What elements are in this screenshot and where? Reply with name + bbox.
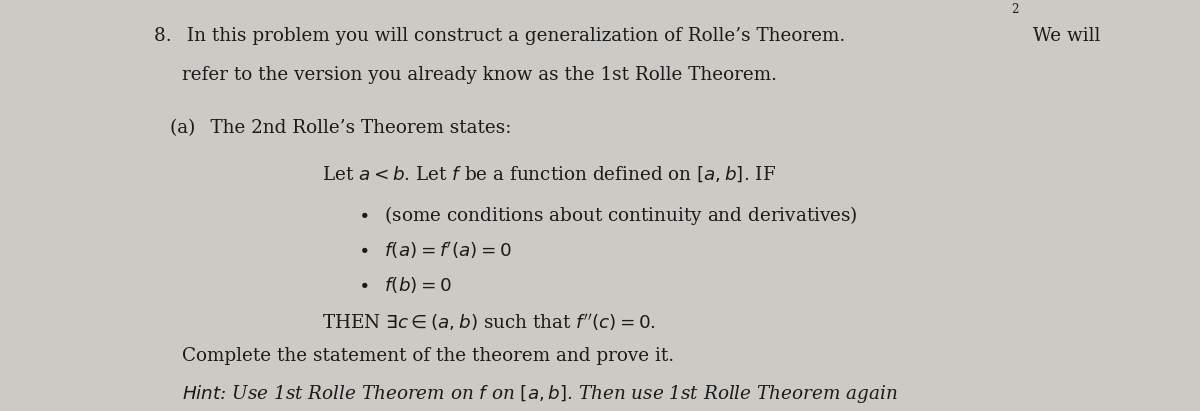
Text: Let $a < b$. Let $f$ be a function defined on $[a, b]$. IF: Let $a < b$. Let $f$ be a function defin… [322,164,775,184]
Text: (a)  The 2nd Rolle’s Theorem states:: (a) The 2nd Rolle’s Theorem states: [170,119,511,137]
Text: $\bullet$  (some conditions about continuity and derivatives): $\bullet$ (some conditions about continu… [358,204,857,227]
Text: $\mathit{Hint}$: Use 1st Rolle Theorem on $f$ on $[a, b]$. Then use 1st Rolle Th: $\mathit{Hint}$: Use 1st Rolle Theorem o… [182,383,898,405]
Text: 2: 2 [1012,3,1019,16]
Text: 8.  In this problem you will construct a generalization of Rolle’s Theorem.: 8. In this problem you will construct a … [154,27,845,45]
Text: We will: We will [1027,27,1100,45]
Text: THEN $\exists c \in (a, b)$ such that $f''(c) = 0$.: THEN $\exists c \in (a, b)$ such that $f… [322,312,655,332]
Text: $\bullet$  $f(b) = 0$: $\bullet$ $f(b) = 0$ [358,275,451,296]
Text: $\bullet$  $f(a) = f'(a) = 0$: $\bullet$ $f(a) = f'(a) = 0$ [358,240,511,261]
Text: Complete the statement of the theorem and prove it.: Complete the statement of the theorem an… [182,347,674,365]
Text: refer to the version you already know as the 1st Rolle Theorem.: refer to the version you already know as… [182,66,778,84]
